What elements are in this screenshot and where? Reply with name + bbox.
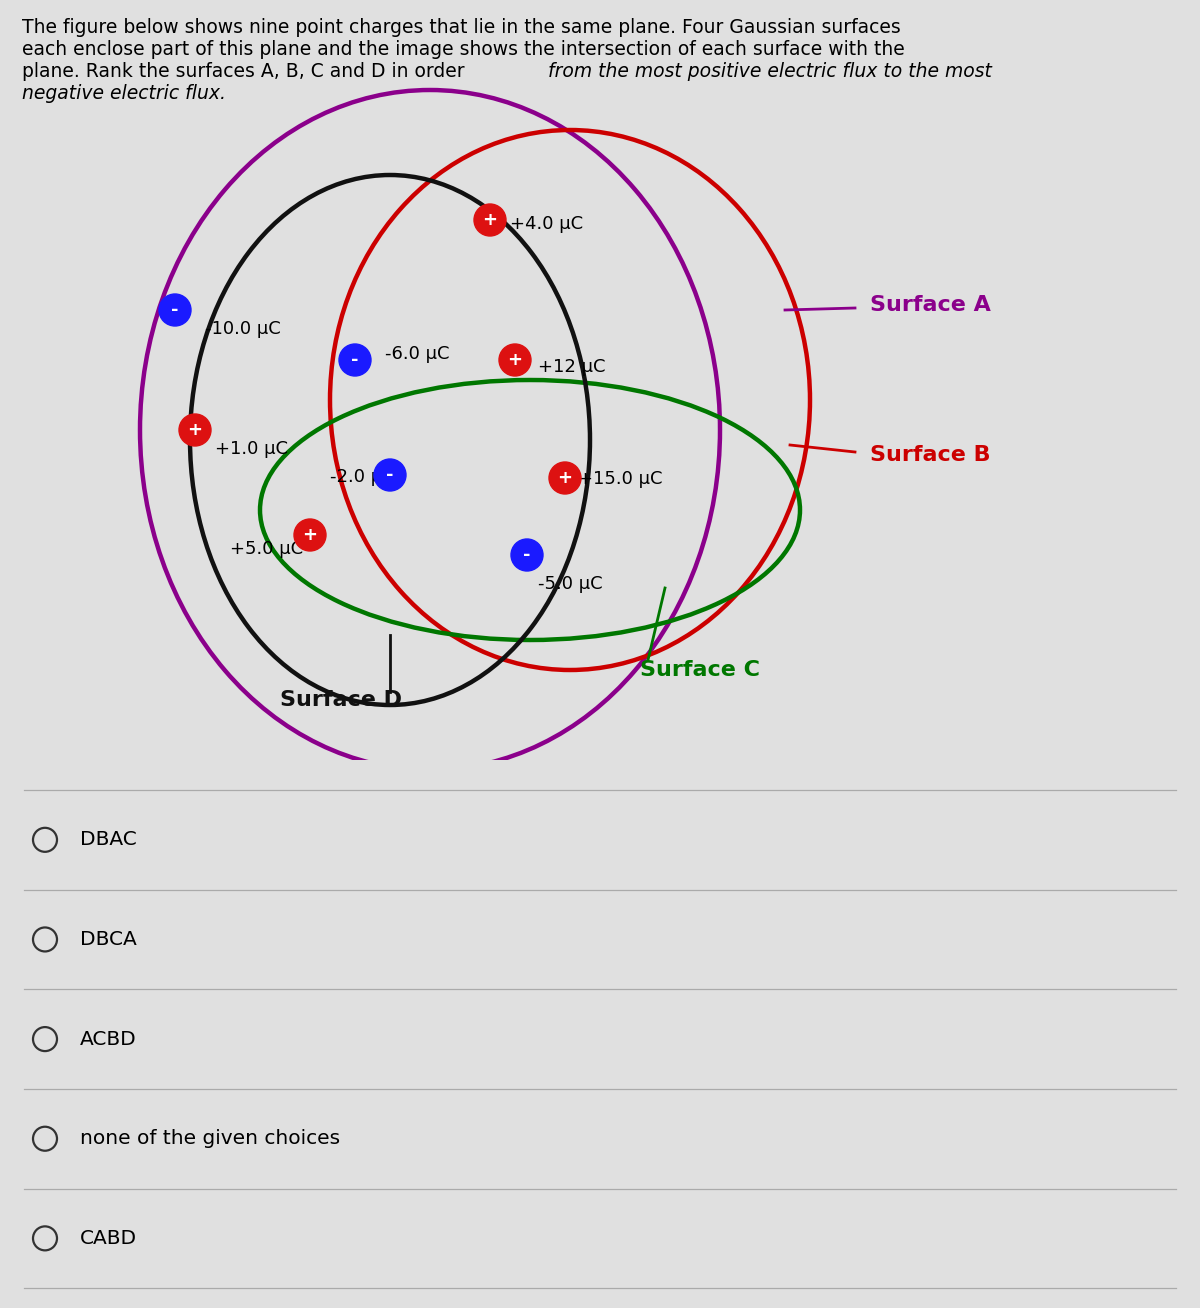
Circle shape	[474, 204, 506, 235]
Circle shape	[179, 415, 211, 446]
Circle shape	[374, 459, 406, 490]
Text: Surface B: Surface B	[870, 445, 991, 466]
Text: DBCA: DBCA	[80, 930, 137, 950]
Text: The figure below shows nine point charges that lie in the same plane. Four Gauss: The figure below shows nine point charge…	[22, 18, 901, 37]
Text: +1.0 μC: +1.0 μC	[215, 439, 288, 458]
Text: -: -	[386, 466, 394, 484]
Text: CABD: CABD	[80, 1228, 137, 1248]
Circle shape	[499, 344, 530, 375]
Text: +: +	[558, 470, 572, 487]
Text: -: -	[523, 545, 530, 564]
Text: Surface C: Surface C	[640, 661, 760, 680]
Text: DBAC: DBAC	[80, 831, 137, 849]
Text: from the most positive electric flux to the most: from the most positive electric flux to …	[548, 61, 992, 81]
Text: +12 μC: +12 μC	[538, 358, 606, 375]
Text: negative electric flux.: negative electric flux.	[22, 84, 226, 103]
Text: none of the given choices: none of the given choices	[80, 1129, 340, 1148]
Text: -2.0 μC: -2.0 μC	[330, 468, 395, 487]
Text: +4.0 μC: +4.0 μC	[510, 215, 583, 233]
Text: -10.0 μC: -10.0 μC	[205, 320, 281, 337]
Text: +: +	[482, 211, 498, 229]
Text: Surface D: Surface D	[280, 691, 402, 710]
Circle shape	[511, 539, 542, 572]
Text: plane. Rank the surfaces A, B, C and D in order: plane. Rank the surfaces A, B, C and D i…	[22, 61, 470, 81]
Text: -: -	[172, 301, 179, 319]
Circle shape	[294, 519, 326, 551]
Text: +: +	[302, 526, 318, 544]
Text: -6.0 μC: -6.0 μC	[385, 345, 450, 364]
Text: -5.0 μC: -5.0 μC	[538, 576, 602, 593]
Text: +: +	[187, 421, 203, 439]
Circle shape	[340, 344, 371, 375]
Text: each enclose part of this plane and the image shows the intersection of each sur: each enclose part of this plane and the …	[22, 41, 905, 59]
Circle shape	[550, 462, 581, 494]
Text: ACBD: ACBD	[80, 1029, 137, 1049]
Text: +: +	[508, 351, 522, 369]
Text: Surface A: Surface A	[870, 296, 991, 315]
Text: -: -	[352, 351, 359, 369]
Text: +5.0 μC: +5.0 μC	[230, 540, 304, 559]
Circle shape	[158, 294, 191, 326]
Text: +15.0 μC: +15.0 μC	[578, 470, 662, 488]
